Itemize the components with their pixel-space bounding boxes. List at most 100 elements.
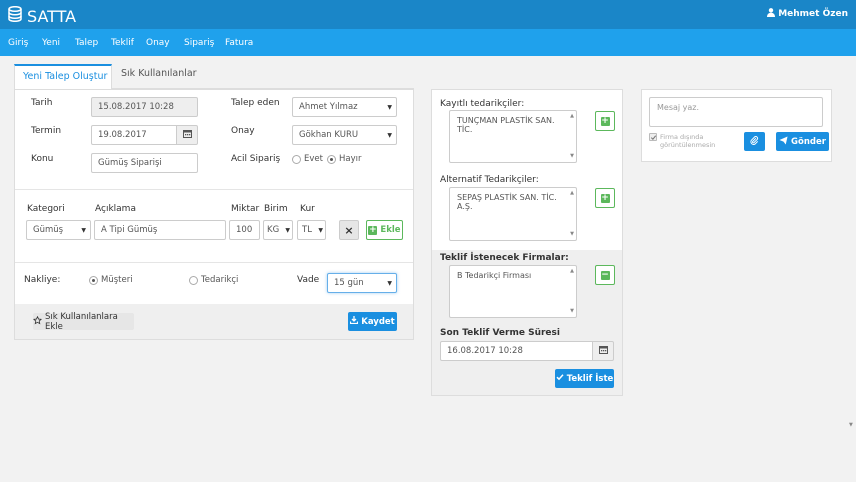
list-item[interactable]: B Tedarikçi Firması <box>457 271 532 280</box>
divider <box>15 189 413 190</box>
top-bar <box>0 0 856 29</box>
user-name: Mehmet Özen <box>778 9 848 19</box>
nav-talep[interactable]: Talep <box>75 38 99 48</box>
request-quote-label: Teklif İste <box>566 373 614 384</box>
request-quote-button[interactable]: Teklif İste <box>555 369 614 388</box>
add-item-label: Ekle <box>380 225 401 235</box>
scroll-up-icon[interactable]: ▲ <box>570 190 574 196</box>
deadline-label: Son Teklif Verme Süresi <box>440 328 560 338</box>
paperclip-icon <box>750 135 759 148</box>
acil-hayir-radio[interactable] <box>327 155 336 164</box>
chevron-down-icon: ▼ <box>387 280 392 287</box>
minus-square-icon: − <box>600 269 610 280</box>
kur-select[interactable]: TL ▼ <box>297 220 326 240</box>
miktar-label: Miktar <box>231 204 260 214</box>
birim-value: KG <box>267 225 280 235</box>
tedarikci-radio[interactable] <box>189 276 198 285</box>
tarih-field[interactable]: 15.08.2017 10:28 <box>91 97 198 117</box>
tedarikci-label: Tedarikçi <box>201 275 239 285</box>
remove-item-button[interactable]: × <box>339 220 359 240</box>
scroll-down-icon[interactable]: ▼ <box>570 308 574 314</box>
requested-firms-list[interactable]: B Tedarikçi Firması ▲ ▼ <box>449 265 577 318</box>
list-item[interactable]: SEPAŞ PLASTİK SAN. TİC. A.Ş. <box>457 193 557 211</box>
birim-select[interactable]: KG ▼ <box>263 220 293 240</box>
acil-label: Acil Sipariş <box>231 154 281 164</box>
nav-siparis[interactable]: Sipariş <box>184 38 215 48</box>
scroll-down-icon[interactable]: ▼ <box>570 231 574 237</box>
konu-field[interactable]: Gümüş Siparişi <box>91 153 198 173</box>
message-input[interactable]: Mesaj yaz. <box>649 97 823 127</box>
kur-label: Kur <box>300 204 315 214</box>
tab-divider <box>14 88 414 89</box>
kur-value: TL <box>302 225 312 235</box>
chevron-down-icon: ▼ <box>318 227 323 234</box>
talep-eden-select[interactable]: Ahmet Yılmaz ▼ <box>292 97 397 117</box>
save-button[interactable]: Kaydet <box>348 312 397 331</box>
send-label: Gönder <box>791 136 826 147</box>
vade-select[interactable]: 15 gün ▼ <box>327 273 397 293</box>
plus-square-icon: + <box>368 224 378 235</box>
onay-select[interactable]: Gökhan KURU ▼ <box>292 125 397 145</box>
aciklama-field[interactable]: A Tipi Gümüş <box>94 220 226 240</box>
talep-eden-value: Ahmet Yılmaz <box>299 102 358 112</box>
nav-giris[interactable]: Giriş <box>8 38 29 48</box>
user-menu[interactable]: Mehmet Özen <box>767 8 848 20</box>
nakliye-label: Nakliye: <box>24 275 61 285</box>
acil-hayir-label: Hayır <box>339 154 362 164</box>
chevron-down-icon: ▼ <box>387 104 392 111</box>
download-icon <box>350 316 359 327</box>
tarih-label: Tarih <box>31 98 53 108</box>
remove-requested-button[interactable]: − <box>595 265 615 285</box>
add-registered-button[interactable]: + <box>595 111 615 131</box>
save-label: Kaydet <box>361 316 395 327</box>
aciklama-label: Açıklama <box>95 204 136 214</box>
konu-label: Konu <box>31 154 54 164</box>
vade-label: Vade <box>297 275 320 285</box>
scroll-down-icon[interactable]: ▼ <box>570 153 574 159</box>
app-logo[interactable]: SATTA <box>8 5 77 26</box>
chevron-down-icon: ▼ <box>285 227 290 234</box>
calendar-icon <box>598 345 608 357</box>
birim-label: Birim <box>264 204 288 214</box>
musteri-radio[interactable] <box>89 276 98 285</box>
check-icon <box>556 373 564 384</box>
add-item-button[interactable]: + Ekle <box>366 220 403 240</box>
add-alternative-button[interactable]: + <box>595 188 615 208</box>
scroll-up-icon[interactable]: ▲ <box>570 268 574 274</box>
scroll-up-icon[interactable]: ▲ <box>570 113 574 119</box>
chevron-down-icon: ▼ <box>81 227 86 234</box>
hide-checkbox[interactable] <box>649 133 657 141</box>
plus-square-icon: + <box>600 115 610 126</box>
scroll-down-icon[interactable]: ▼ <box>849 422 853 428</box>
vade-value: 15 gün <box>334 278 364 288</box>
acil-evet-label: Evet <box>304 154 323 164</box>
termin-field[interactable]: 19.08.2017 <box>91 125 177 145</box>
list-item[interactable]: TUNÇMAN PLASTİK SAN. TİC. <box>457 116 555 134</box>
nav-onay[interactable]: Onay <box>146 38 170 48</box>
acil-evet-radio[interactable] <box>292 155 301 164</box>
calendar-button[interactable] <box>592 341 614 361</box>
tab-favorites[interactable]: Sık Kullanılanlar <box>121 68 197 79</box>
registered-suppliers-list[interactable]: TUNÇMAN PLASTİK SAN. TİC. ▲ ▼ <box>449 110 577 163</box>
send-button[interactable]: Gönder <box>776 132 829 151</box>
onay-value: Gökhan KURU <box>299 130 359 140</box>
add-to-favorites-label: Sık Kullanılanlara Ekle <box>45 311 118 332</box>
tab-new-request-label: Yeni Talep Oluştur <box>23 71 108 82</box>
kategori-label: Kategori <box>27 204 65 214</box>
alternative-suppliers-list[interactable]: SEPAŞ PLASTİK SAN. TİC. A.Ş. ▲ ▼ <box>449 187 577 241</box>
kategori-select[interactable]: Gümüş ▼ <box>26 220 91 240</box>
nav-yeni[interactable]: Yeni <box>42 38 61 48</box>
nav-teklif[interactable]: Teklif <box>111 38 134 48</box>
app-title: SATTA <box>27 6 77 26</box>
deadline-field[interactable]: 16.08.2017 10:28 <box>440 341 593 361</box>
chevron-down-icon: ▼ <box>387 132 392 139</box>
attach-button[interactable] <box>744 132 765 151</box>
tab-new-request[interactable]: Yeni Talep Oluştur <box>14 64 112 89</box>
hide-checkbox-label: Firma dışında görüntülenmesin <box>660 133 716 149</box>
calendar-button[interactable] <box>176 125 198 145</box>
database-icon <box>8 5 22 26</box>
divider <box>15 262 413 263</box>
miktar-field[interactable]: 100 <box>229 220 260 240</box>
add-to-favorites-button[interactable]: Sık Kullanılanlara Ekle <box>32 311 134 332</box>
nav-fatura[interactable]: Fatura <box>225 38 254 48</box>
